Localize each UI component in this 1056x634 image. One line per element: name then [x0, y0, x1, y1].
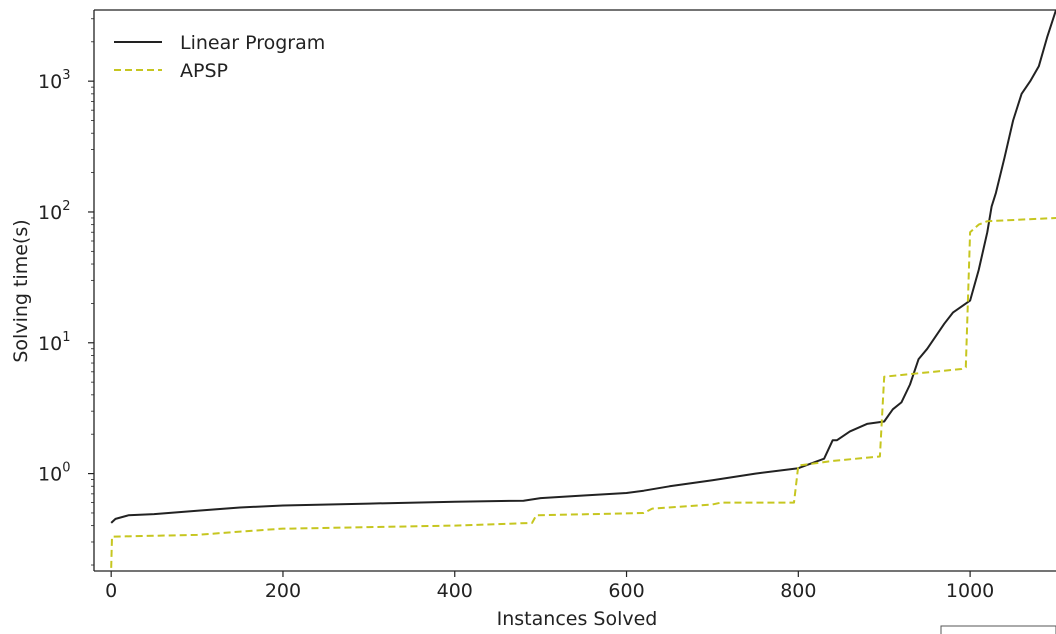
y-tick-exponent: 0 [62, 461, 70, 476]
series-line-linear-program [110, 9, 1056, 524]
corner-fragment [940, 625, 1056, 634]
x-axis-label: Instances Solved [497, 608, 658, 630]
y-tick-label: 101 [38, 330, 70, 355]
series-layer [110, 9, 1056, 568]
x-tick-label: 200 [265, 580, 301, 602]
y-tick-exponent: 3 [62, 68, 70, 83]
x-tick-label: 1000 [946, 580, 994, 602]
y-tick-label: 102 [38, 199, 70, 224]
y-axis-label: Solving time(s) [10, 219, 32, 362]
x-tick-label: 800 [780, 580, 816, 602]
x-axis-ticks: 0 200 400 600 800 1000 [105, 571, 994, 602]
y-tick-base: 10 [38, 71, 62, 93]
x-tick-label: 0 [105, 580, 117, 602]
y-tick-base: 10 [38, 333, 62, 355]
x-tick-label: 400 [437, 580, 473, 602]
y-tick-label: 103 [38, 68, 70, 93]
x-tick-label: 600 [608, 580, 644, 602]
y-tick-exponent: 2 [62, 199, 70, 214]
y-tick-base: 10 [38, 202, 62, 224]
y-tick-label: 100 [38, 461, 70, 486]
plot-frame [93, 9, 1056, 572]
legend-label-apsp: APSP [180, 60, 228, 82]
y-tick-base: 10 [38, 464, 62, 486]
legend: Linear Program APSP [114, 32, 325, 82]
series-line-apsp [110, 217, 1056, 568]
y-tick-exponent: 1 [62, 330, 70, 345]
legend-label-linear-program: Linear Program [180, 32, 325, 54]
